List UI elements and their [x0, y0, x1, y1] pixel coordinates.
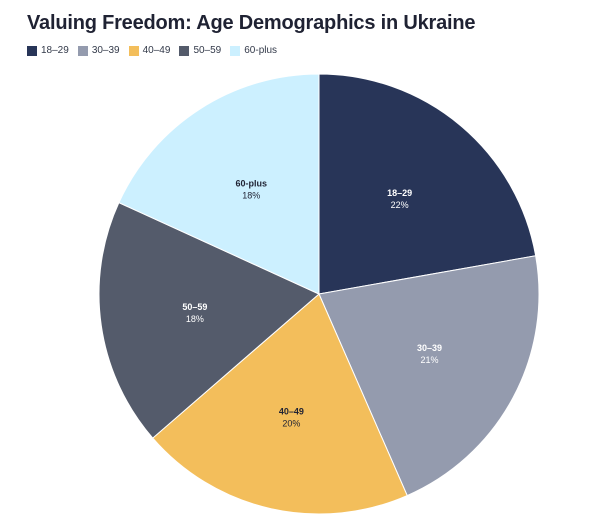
legend-item: 60-plus: [230, 45, 277, 56]
legend-label: 50–59: [193, 45, 222, 56]
slice-value-label: 21%: [421, 355, 439, 365]
legend-label: 60-plus: [244, 45, 278, 56]
slice-value-label: 20%: [282, 418, 300, 428]
slice-category-label: 30–39: [417, 343, 442, 353]
legend-swatch: [27, 45, 37, 56]
chart-title: Valuing Freedom: Age Demographics in Ukr…: [27, 12, 476, 34]
slice-category-label: 60-plus: [235, 179, 267, 189]
slice-label: 30–39 21%: [417, 343, 442, 365]
slice-category-label: 40–49: [279, 406, 304, 416]
pie-slice: [152, 293, 408, 515]
slice-label: 60-plus 18%: [235, 179, 267, 201]
slice-value-label: 18%: [186, 314, 204, 324]
slice-category-label: 50–59: [182, 302, 207, 312]
legend-label: 18–29: [41, 45, 69, 56]
legend-swatch: [128, 45, 139, 56]
slice-label: 50–59 18%: [182, 302, 207, 324]
pie-slice: [318, 255, 540, 497]
legend-item: 30–39: [77, 45, 120, 56]
slice-label: 40–49 20%: [279, 406, 304, 428]
pie-slice: [118, 73, 320, 295]
slice-value-label: 18%: [242, 191, 260, 201]
legend-label: 30–39: [91, 45, 120, 56]
legend-swatch: [179, 45, 190, 56]
legend-swatch: [77, 45, 88, 56]
legend-item: 40–49: [128, 45, 171, 56]
slice-label: 18–29 22%: [387, 188, 412, 210]
chart-legend: 18–29 30–39 40–49 50–59 60-plus: [27, 45, 286, 56]
slice-category-label: 18–29: [387, 188, 412, 198]
pie-slice: [98, 201, 320, 439]
legend-label: 40–49: [142, 45, 171, 56]
pie-slice: [318, 73, 537, 295]
legend-item: 50–59: [179, 45, 221, 56]
legend-item: 18–29: [27, 45, 69, 56]
slice-value-label: 22%: [391, 200, 409, 210]
legend-swatch: [230, 45, 241, 56]
